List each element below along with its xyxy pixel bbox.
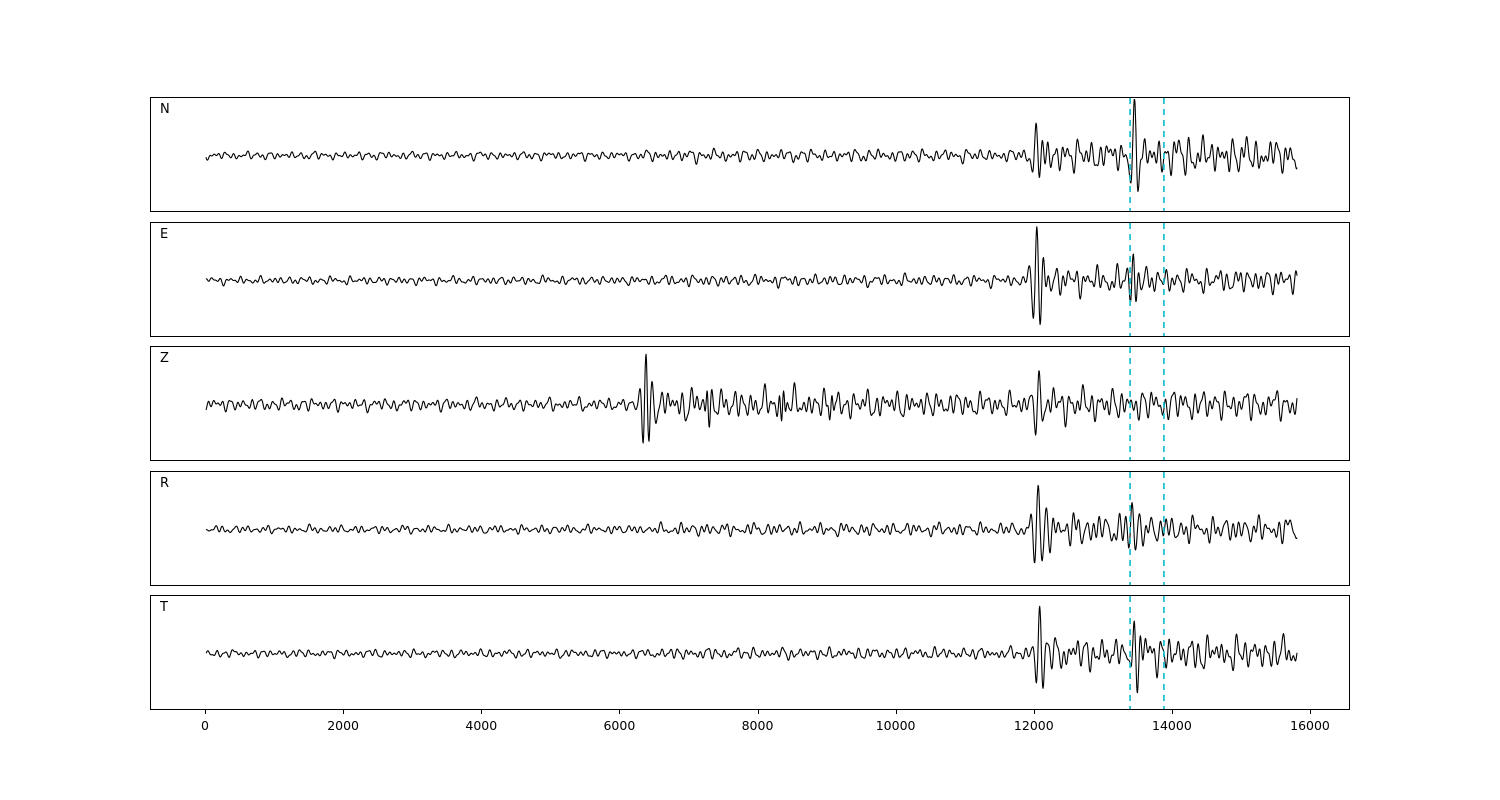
x-tick-mark xyxy=(205,710,206,714)
trace-plot-T xyxy=(205,596,1298,709)
trace-label-E: E xyxy=(160,226,169,242)
trace-panel-E: E xyxy=(150,221,1350,337)
x-tick-label: 14000 xyxy=(1152,718,1192,733)
trace-panel-Z: Z xyxy=(150,346,1350,461)
waveform-trace-E xyxy=(205,225,1298,325)
trace-panel-T: T xyxy=(150,595,1350,710)
waveform-trace-Z xyxy=(205,353,1298,444)
waveform-trace-R xyxy=(205,484,1298,563)
x-tick-label: 10000 xyxy=(875,718,916,733)
trace-plot-N xyxy=(205,98,1298,211)
x-tick-label: 4000 xyxy=(465,718,498,733)
x-tick-mark xyxy=(481,710,483,714)
trace-panel-N: N xyxy=(150,97,1350,212)
trace-plot-E xyxy=(205,222,1298,336)
x-tick-label: 2000 xyxy=(327,718,359,733)
x-tick-mark xyxy=(895,710,897,714)
x-tick-label: 12000 xyxy=(1013,718,1054,733)
x-tick-mark xyxy=(1033,710,1035,714)
x-tick-label: 6000 xyxy=(603,718,636,733)
waveform-trace-T xyxy=(205,605,1298,694)
trace-panel-R: R xyxy=(150,470,1350,586)
trace-plot-R xyxy=(205,471,1298,585)
trace-label-N: N xyxy=(160,102,170,117)
x-tick-label: 0 xyxy=(201,718,209,733)
x-tick-mark xyxy=(757,710,759,714)
trace-label-T: T xyxy=(160,600,168,615)
x-tick-label: 8000 xyxy=(741,718,774,733)
x-tick-mark xyxy=(343,710,345,714)
x-tick-mark xyxy=(619,710,621,714)
trace-label-Z: Z xyxy=(160,351,169,366)
trace-plot-Z xyxy=(205,347,1298,460)
x-tick-mark xyxy=(1310,710,1311,714)
trace-label-R: R xyxy=(160,475,170,491)
waveform-trace-N xyxy=(205,98,1298,192)
x-tick-mark xyxy=(1171,710,1173,714)
x-tick-label: 16000 xyxy=(1290,718,1330,733)
x-axis: 0 2000 4000 6000 8000 10000 12000 14000 16000 xyxy=(150,710,1350,746)
